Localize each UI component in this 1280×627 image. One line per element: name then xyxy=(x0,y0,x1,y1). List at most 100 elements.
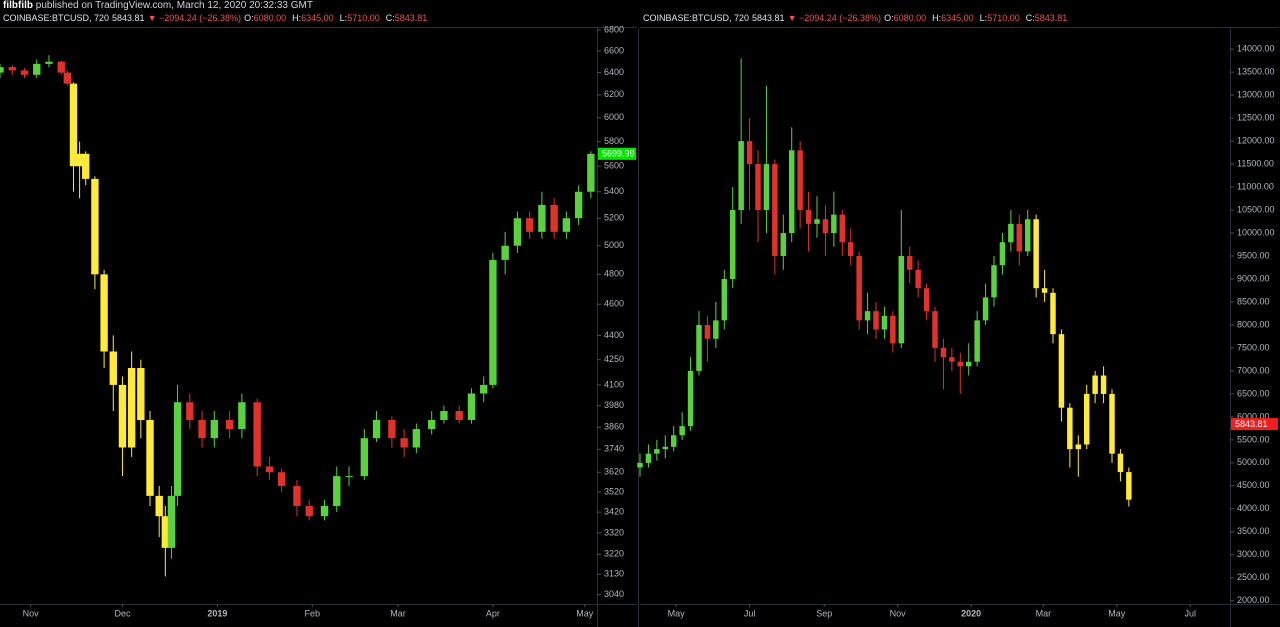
candle-body xyxy=(173,402,182,496)
ohlc-label: O: xyxy=(884,13,894,23)
candle-body xyxy=(982,297,989,321)
candle-body xyxy=(253,402,261,467)
y-tick-label: 4400 xyxy=(604,330,624,340)
candle-body xyxy=(127,368,136,448)
candle-body xyxy=(0,67,4,73)
candle-body xyxy=(991,265,997,298)
ohlc-value: 5843.81 xyxy=(394,13,428,23)
y-tick-label: 4000.00 xyxy=(1237,503,1270,513)
candle-body xyxy=(704,324,711,339)
candle-body xyxy=(467,393,476,420)
candle-body xyxy=(1083,393,1090,445)
candle-body xyxy=(713,320,719,339)
candle-body xyxy=(1126,472,1132,500)
candle-body xyxy=(320,505,329,517)
candle-body xyxy=(923,288,930,312)
candle-body xyxy=(91,178,99,275)
candle-body xyxy=(109,351,117,385)
candle-body xyxy=(161,516,170,548)
y-tick-label: 6600 xyxy=(604,45,624,55)
candle-body xyxy=(167,495,176,548)
y-tick-label: 12000.00 xyxy=(1237,135,1275,145)
candle-body xyxy=(662,446,669,450)
y-tick-label: 5800 xyxy=(604,136,624,146)
x-tick-label: 2019 xyxy=(207,608,227,618)
y-tick-label: 10000.00 xyxy=(1237,227,1275,237)
y-tick-label: 3040 xyxy=(604,589,624,599)
candle-body xyxy=(305,505,313,517)
candle-body xyxy=(82,153,90,179)
ohlc-label: C: xyxy=(1025,13,1035,23)
candle-body xyxy=(360,438,369,477)
candle-body xyxy=(788,150,795,234)
ohlc-label: L: xyxy=(339,13,348,23)
x-tick-label: May xyxy=(576,608,594,618)
y-tick-label: 14000.00 xyxy=(1237,44,1275,54)
candle-body xyxy=(729,210,736,279)
y-tick-label: 3860 xyxy=(604,422,624,432)
candle-body xyxy=(670,435,677,447)
candle-body xyxy=(805,210,812,224)
candle-body xyxy=(1033,219,1039,289)
ohlc-label: C: xyxy=(385,13,395,23)
candle-body xyxy=(118,384,127,448)
y-tick-label: 6800 xyxy=(604,24,624,34)
candle-body xyxy=(137,368,145,420)
y-tick-label: 5000 xyxy=(604,240,624,250)
candle-body xyxy=(1109,393,1115,454)
y-tick-label: 13500.00 xyxy=(1237,67,1275,77)
candle-body xyxy=(847,242,854,257)
x-tick-label: 2020 xyxy=(961,608,981,618)
candle-body xyxy=(1058,334,1065,408)
candle-body xyxy=(1016,223,1023,252)
y-tick-label: 7000.00 xyxy=(1237,365,1270,375)
candle-body xyxy=(1117,453,1124,473)
candle-body xyxy=(873,311,879,330)
candle-body xyxy=(186,402,194,420)
x-tick-label: Dec xyxy=(114,608,131,618)
y-tick-label: 5400 xyxy=(604,186,624,196)
y-tick-label: 6400 xyxy=(604,67,624,77)
ohlc-field: C:5843.81 xyxy=(1026,13,1071,23)
symbol-legend: COINBASE:BTCUSD, 720 5843.81 ▼ −2094.24 (−… xyxy=(3,12,433,24)
ohlc-value: 6080.00 xyxy=(893,13,927,23)
x-tick-label: Mar xyxy=(1036,608,1052,618)
last-price: 5843.81 xyxy=(112,13,145,23)
price-tag xyxy=(598,147,636,160)
x-tick-label: Jul xyxy=(744,608,756,618)
y-tick-label: 11500.00 xyxy=(1237,158,1274,168)
ohlc-field: H:6345.00 xyxy=(932,13,977,23)
y-tick-label: 12500.00 xyxy=(1237,112,1275,122)
y-tick-label: 3620 xyxy=(604,467,624,477)
ohlc-field: L:5710.00 xyxy=(340,13,383,23)
y-tick-label: 5600 xyxy=(604,161,624,171)
candle-body xyxy=(679,426,685,436)
candle-body xyxy=(427,419,436,430)
candle-body xyxy=(372,419,381,439)
x-tick-label: May xyxy=(668,608,686,618)
candle-body xyxy=(1075,444,1082,450)
ohlc-field: O:6080.00 xyxy=(244,13,289,23)
candle-body xyxy=(33,63,41,75)
candle-body xyxy=(738,141,744,211)
candle-body xyxy=(696,324,702,371)
x-tick-label: Apr xyxy=(486,608,500,618)
y-tick-label: 9500.00 xyxy=(1237,250,1270,260)
y-tick-label: 4800 xyxy=(604,269,624,279)
candle-body xyxy=(388,419,396,439)
change: ▼ −2094.24 (−26.38%) xyxy=(147,13,242,23)
candle-body xyxy=(293,485,301,506)
candle-body xyxy=(550,204,558,232)
ohlc-value: 5710.00 xyxy=(347,13,380,23)
candle-body xyxy=(898,256,905,344)
y-tick-label: 3220 xyxy=(604,549,624,559)
candle-body xyxy=(1067,407,1073,450)
candle-body xyxy=(574,191,583,219)
y-tick-label: 8000.00 xyxy=(1237,319,1270,329)
y-tick-label: 3320 xyxy=(604,527,624,537)
x-tick-label: Nov xyxy=(890,608,907,618)
y-tick-label: 13000.00 xyxy=(1237,89,1275,99)
publish-header: filbfilb published on TradingView.com, M… xyxy=(3,0,313,12)
